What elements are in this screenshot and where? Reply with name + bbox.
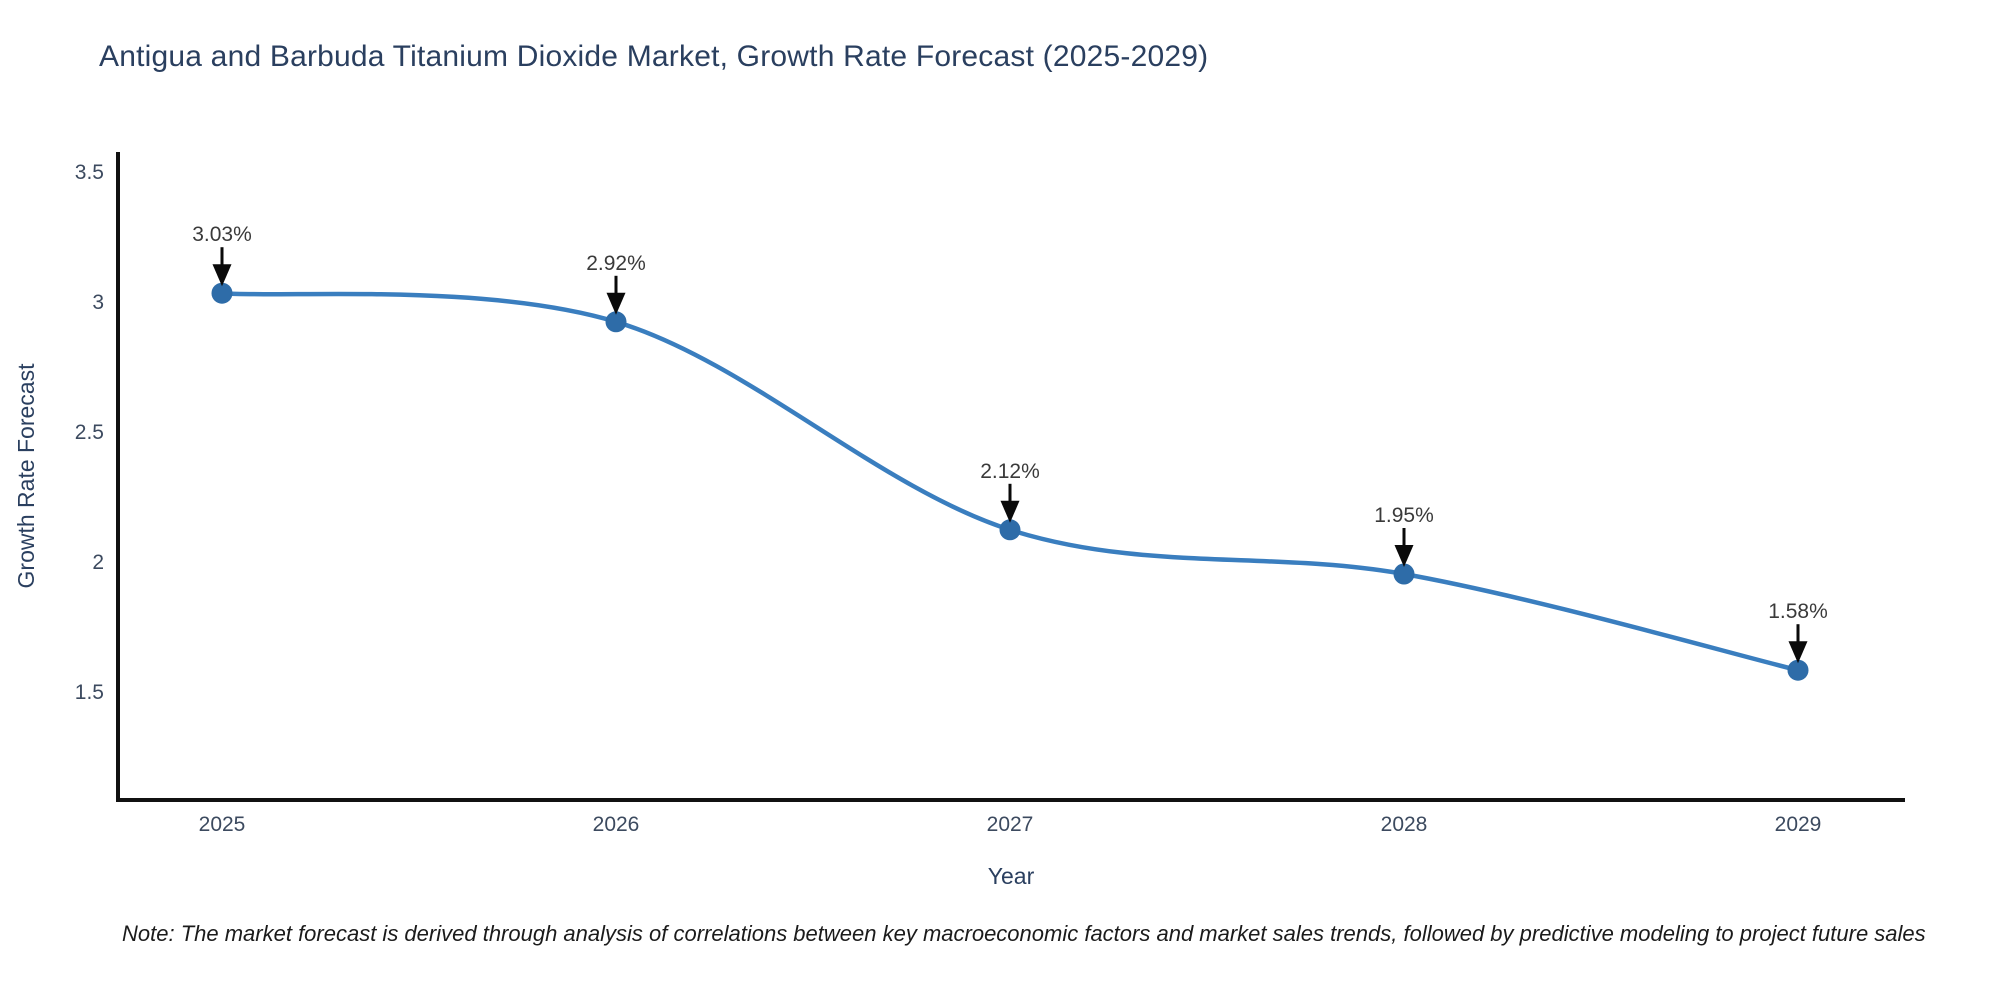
y-tick-3.5: 3.5 (75, 161, 104, 184)
annotation-2028: 1.95% (1374, 504, 1434, 567)
y-axis-tick-labels: 1.5 2 2.5 3 3.5 (75, 161, 104, 704)
annotation-label: 2.12% (980, 460, 1040, 483)
point-annotations: 3.03% 2.92% 2.12% 1.95% 1.58% (192, 223, 1828, 664)
data-point-2028[interactable] (1393, 563, 1415, 585)
data-point-2029[interactable] (1787, 659, 1809, 681)
x-axis-tick-labels: 2025 2026 2027 2028 2029 (199, 813, 1822, 836)
annotation-2027: 2.12% (980, 460, 1040, 523)
y-tick-1.5: 1.5 (75, 681, 104, 704)
data-point-2027[interactable] (999, 519, 1021, 541)
annotation-arrowhead-icon (1000, 500, 1020, 523)
annotation-arrowhead-icon (606, 292, 626, 315)
data-point-2026[interactable] (605, 311, 627, 333)
x-tick-2028: 2028 (1381, 813, 1428, 836)
annotation-2026: 2.92% (586, 252, 646, 315)
annotation-label: 1.95% (1374, 504, 1434, 527)
y-tick-2: 2 (92, 551, 104, 574)
data-point-2025[interactable] (211, 282, 233, 304)
x-tick-2029: 2029 (1775, 813, 1822, 836)
annotation-label: 3.03% (192, 223, 252, 246)
y-tick-2.5: 2.5 (75, 421, 104, 444)
y-axis-title: Growth Rate Forecast (13, 363, 39, 589)
annotation-2029: 1.58% (1768, 600, 1828, 664)
x-tick-2027: 2027 (987, 813, 1034, 836)
annotation-2025: 3.03% (192, 223, 252, 287)
x-tick-2025: 2025 (199, 813, 246, 836)
x-axis-title: Year (988, 863, 1035, 889)
x-tick-2026: 2026 (593, 813, 640, 836)
annotation-label: 1.58% (1768, 600, 1828, 623)
y-tick-3: 3 (92, 291, 104, 314)
chart-title: Antigua and Barbuda Titanium Dioxide Mar… (99, 40, 1209, 73)
annotation-arrowhead-icon (1394, 545, 1414, 567)
annotation-label: 2.92% (586, 252, 646, 275)
annotation-arrowhead-icon (1788, 641, 1808, 664)
annotation-arrowhead-icon (212, 264, 232, 287)
forecast-series (211, 282, 1809, 681)
footnote: Note: The market forecast is derived thr… (122, 921, 1926, 946)
